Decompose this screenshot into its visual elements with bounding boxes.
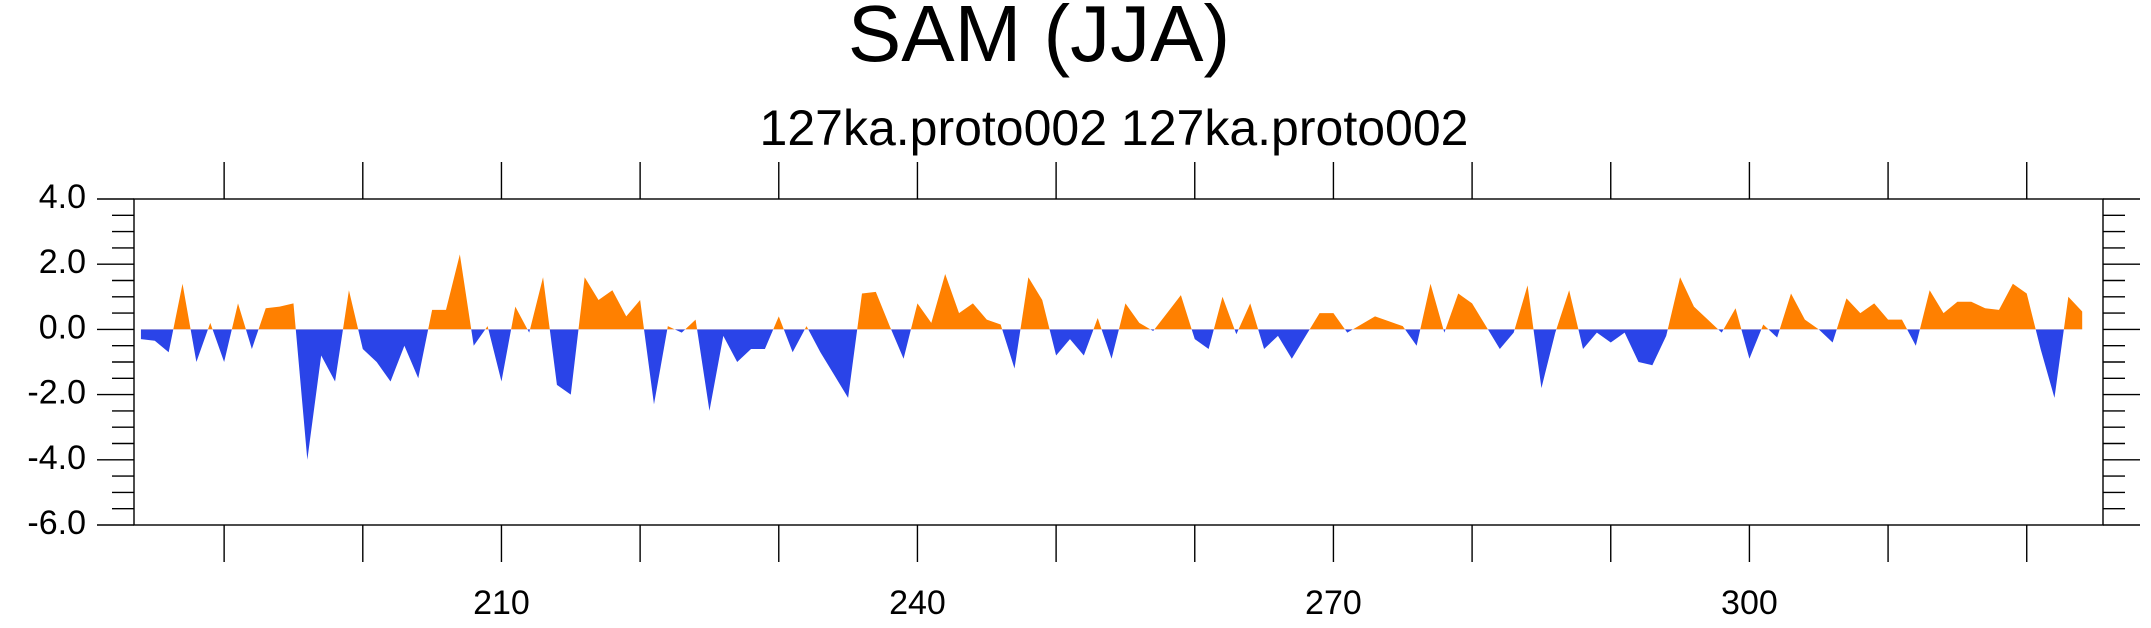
y-tick-label: 2.0: [39, 243, 86, 281]
x-tick-label: 300: [1721, 584, 1778, 622]
chart-title: SAM (JJA): [848, 0, 1230, 78]
y-tick-label: 0.0: [39, 308, 86, 346]
x-tick-label: 270: [1305, 584, 1362, 622]
negative-area: [140, 329, 2083, 460]
y-tick-label: -6.0: [27, 504, 86, 542]
x-tick-label: 210: [473, 584, 530, 622]
positive-area: [173, 254, 2083, 330]
chart-subtitle: 127ka.proto002 127ka.proto002: [760, 100, 1469, 156]
plot-frame: [133, 198, 2104, 526]
y-tick-label: -4.0: [27, 439, 86, 477]
x-tick-label: 240: [889, 584, 946, 622]
y-tick-label: 4.0: [39, 178, 86, 216]
y-tick-label: -2.0: [27, 374, 86, 412]
